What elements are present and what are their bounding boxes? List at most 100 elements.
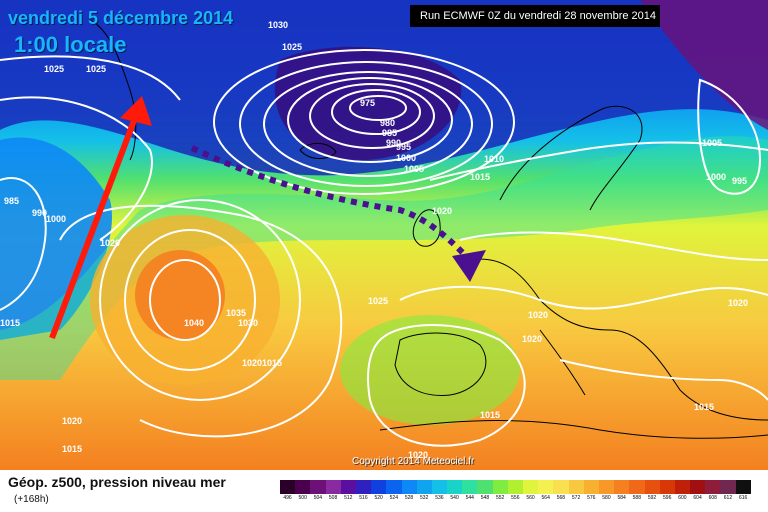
scale-label: 540 [450, 495, 459, 501]
color-scale: 496 500 504 508 512 516 520 524 528 532 536 540 544 5… [280, 480, 751, 502]
scale-swatch [705, 480, 721, 494]
label-1020-mid: 1020 [242, 358, 262, 368]
label-1025: 1025 [368, 296, 388, 306]
scale-swatch [462, 480, 478, 494]
label-1025-west2: 1025 [86, 64, 106, 74]
model-run-info: Run ECMWF 0Z du vendredi 28 novembre 201… [410, 5, 660, 27]
label-1020-south: 1020 [408, 450, 428, 460]
scale-swatch [644, 480, 660, 494]
scale-step: 504 [310, 480, 326, 502]
scale-label: 500 [298, 495, 307, 501]
scale-label: 496 [283, 495, 292, 501]
scale-swatch [674, 480, 691, 494]
scale-label: 568 [556, 495, 566, 501]
label-1015-east: 1015 [694, 402, 714, 412]
scale-swatch [523, 480, 539, 494]
scale-step: 572 [568, 480, 584, 502]
isobars-high [59, 199, 343, 438]
scale-swatch [371, 480, 387, 494]
scale-label: 564 [541, 495, 550, 501]
label-1030-north: 1030 [268, 20, 288, 30]
scale-step: 520 [371, 480, 387, 502]
label-1000: 1000 [396, 153, 416, 163]
british-isles-coast [412, 209, 441, 247]
scale-label: 552 [495, 495, 505, 501]
scale-swatch [538, 480, 554, 494]
scale-label: 516 [359, 495, 368, 501]
scale-step: 596 [659, 480, 675, 502]
scale-label: 556 [511, 495, 520, 501]
scale-label: 612 [723, 495, 733, 501]
scale-label: 576 [587, 495, 596, 501]
map-canvas: 975 980 985 990 995 1000 1005 1010 1015 … [0, 0, 768, 470]
scale-label: 600 [678, 495, 687, 501]
label-1020-sw: 1020 [62, 416, 82, 426]
europe-coast [469, 258, 768, 421]
scale-swatch [690, 480, 706, 494]
scale-label: 580 [602, 495, 611, 501]
scale-label: 504 [313, 495, 323, 501]
scale-step: 600 [674, 480, 691, 502]
scale-label: 520 [374, 495, 383, 501]
cyan-band [0, 136, 768, 380]
weather-map: 975 980 985 990 995 1000 1005 1010 1015 … [0, 0, 768, 470]
scale-step: 516 [355, 480, 372, 502]
scale-step: 536 [431, 480, 448, 502]
label-1030: 1030 [238, 318, 258, 328]
label-1020-west: 1020 [100, 238, 120, 248]
scale-swatch [583, 480, 599, 494]
label-995: 995 [396, 142, 411, 152]
scale-swatch [280, 480, 296, 494]
label-980: 980 [380, 118, 395, 128]
label-1005: 1005 [404, 164, 424, 174]
label-1035: 1035 [226, 308, 246, 318]
scale-label: 544 [465, 495, 474, 501]
label-1010: 1010 [484, 154, 504, 164]
scale-swatch [659, 480, 675, 494]
trough-core [274, 46, 462, 160]
scale-swatch [325, 480, 341, 494]
trough-track-arrow [190, 145, 471, 261]
scale-label: 528 [404, 495, 414, 501]
label-1005-ne: 1005 [702, 138, 722, 148]
warm-air-advection-arrow [49, 108, 141, 340]
scale-step: 532 [416, 480, 432, 502]
scale-label: 584 [617, 495, 626, 501]
map-variable-title: Géop. z500, pression niveau mer [8, 474, 226, 490]
label-1015-west: 1015 [0, 318, 20, 328]
scale-step: 592 [644, 480, 660, 502]
scale-step: 588 [629, 480, 645, 502]
label-985: 985 [382, 128, 397, 138]
scale-label: 532 [420, 495, 429, 501]
scale-label: 588 [632, 495, 641, 501]
scale-swatch [386, 480, 402, 494]
scale-swatch [553, 480, 569, 494]
label-990-west: 990 [32, 208, 47, 218]
scale-swatch [295, 480, 311, 494]
trough-track-arrow-head [452, 250, 486, 282]
scale-label: 604 [693, 495, 702, 501]
scale-step: 496 [280, 480, 296, 502]
label-1015: 1015 [470, 172, 490, 182]
scale-label: 616 [738, 495, 748, 501]
scale-step: 580 [598, 480, 615, 502]
scale-step: 568 [553, 480, 569, 502]
scale-step: 512 [340, 480, 356, 502]
scale-label: 592 [647, 495, 657, 501]
label-high-center: 1040 [184, 318, 204, 328]
scale-step: 556 [507, 480, 523, 502]
scale-swatch [340, 480, 356, 494]
label-1025-west: 1025 [44, 64, 64, 74]
label-985-west: 985 [4, 196, 19, 206]
iceland-coast [299, 143, 337, 159]
scale-step: 576 [583, 480, 599, 502]
scandinavia-coast [499, 105, 643, 211]
scale-step: 548 [477, 480, 493, 502]
label-1000-west: 1000 [46, 214, 66, 224]
scale-label: 608 [708, 495, 717, 501]
scale-label: 524 [389, 495, 398, 501]
forecast-date: vendredi 5 décembre 2014 [8, 8, 234, 28]
scale-label: 548 [480, 495, 490, 501]
scale-step: 564 [538, 480, 554, 502]
scale-label: 560 [526, 495, 535, 501]
